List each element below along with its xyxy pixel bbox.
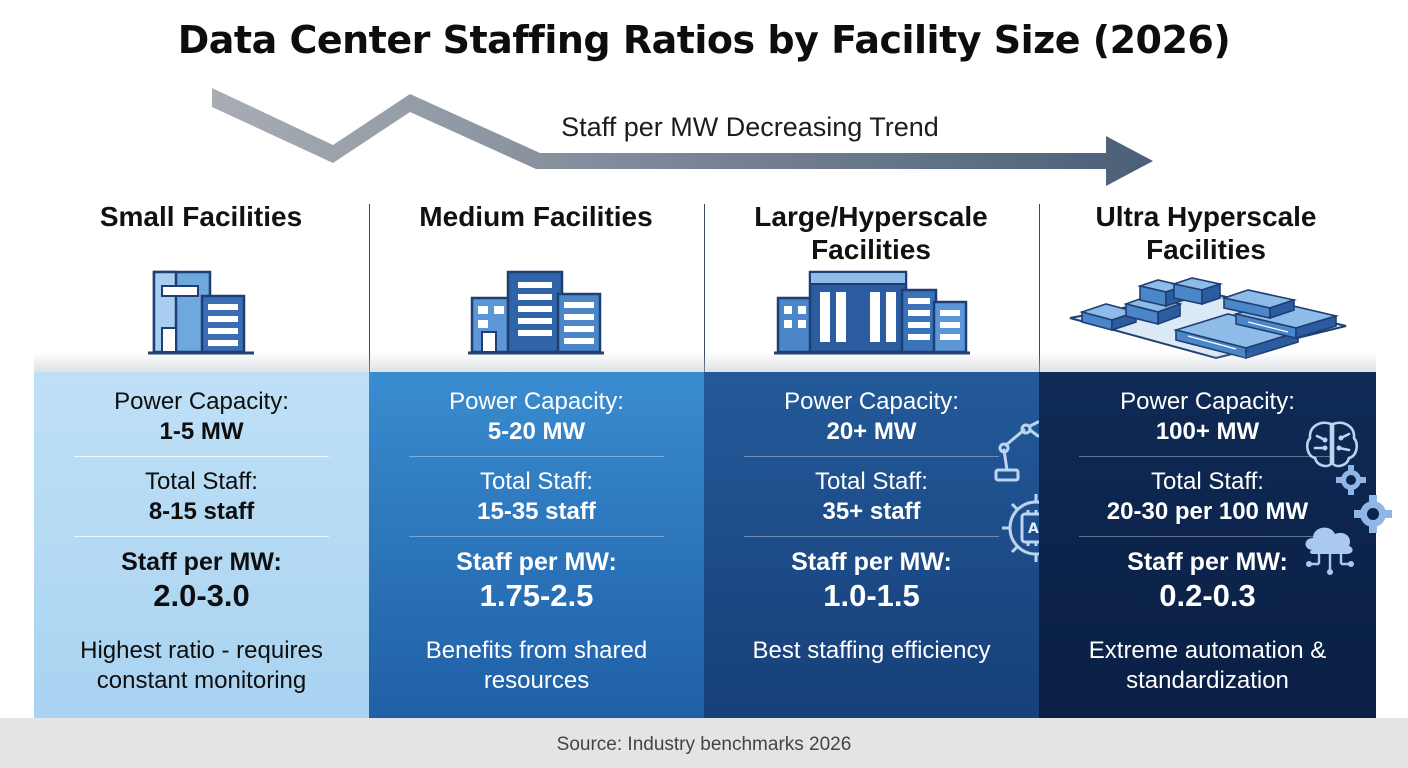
- staff-per-mw-value: 1.0-1.5: [823, 578, 920, 613]
- staff-per-mw-value: 1.75-2.5: [479, 578, 594, 613]
- medium-building-icon: [468, 270, 604, 355]
- power-capacity-label: Power Capacity:: [784, 388, 959, 415]
- page-title: Data Center Staffing Ratios by Facility …: [177, 18, 1231, 62]
- column-title-medium: Medium Facilities: [419, 201, 653, 232]
- column-divider: [369, 204, 370, 372]
- column-divider: [704, 204, 705, 372]
- gear-icon: [1354, 495, 1392, 533]
- description: Benefits from shared resources: [425, 637, 648, 694]
- staff-per-mw-label: Staff per MW:: [121, 548, 282, 576]
- column-title-small: Small Facilities: [99, 201, 303, 232]
- total-staff-value: 20-30 per 100 MW: [1106, 498, 1309, 525]
- staff-per-mw-value: 0.2-0.3: [1159, 578, 1256, 613]
- power-capacity-value: 20+ MW: [826, 418, 917, 445]
- total-staff-label: Total Staff:: [1151, 468, 1264, 495]
- panel-small: Power Capacity: 1-5 MW Total Staff: 8-15…: [34, 372, 369, 718]
- gear-icon: [1336, 465, 1366, 495]
- panel-large: Power Capacity: 20+ MW Total Staff: 35+ …: [704, 372, 1082, 718]
- column-title-ultra: Ultra Hyperscale Facilities: [1095, 201, 1317, 265]
- power-capacity-value: 5-20 MW: [487, 418, 586, 445]
- staff-per-mw-label: Staff per MW:: [791, 548, 952, 576]
- brain-circuit-icon: [1305, 421, 1359, 468]
- separator: [74, 536, 329, 537]
- column-divider: [1039, 204, 1040, 372]
- power-capacity-value: 1-5 MW: [159, 418, 244, 445]
- power-capacity-label: Power Capacity:: [114, 388, 289, 415]
- panel-medium: Power Capacity: 5-20 MW Total Staff: 15-…: [369, 372, 704, 718]
- separator: [1079, 456, 1334, 457]
- description: Best staffing efficiency: [752, 637, 991, 664]
- panel-shadow: [34, 352, 1376, 374]
- source-footer: Source: Industry benchmarks 2026: [0, 718, 1408, 768]
- separator: [1079, 536, 1334, 537]
- staff-per-mw-label: Staff per MW:: [1127, 548, 1288, 576]
- total-staff-label: Total Staff:: [480, 468, 593, 495]
- description: Extreme automation & standardization: [1088, 637, 1327, 694]
- trend-arrow-icon: [212, 88, 1153, 186]
- staff-per-mw-label: Staff per MW:: [456, 548, 617, 576]
- total-staff-value: 8-15 staff: [148, 498, 255, 525]
- total-staff-label: Total Staff:: [145, 468, 258, 495]
- small-building-icon: [148, 270, 254, 355]
- panel-ultra: Power Capacity: 100+ MW Total Staff: 20-…: [1039, 372, 1392, 718]
- power-capacity-label: Power Capacity:: [1120, 388, 1295, 415]
- separator: [74, 456, 329, 457]
- total-staff-label: Total Staff:: [815, 468, 928, 495]
- power-capacity-value: 100+ MW: [1155, 418, 1260, 445]
- power-capacity-label: Power Capacity:: [449, 388, 624, 415]
- column-title-large: Large/Hyperscale Facilities: [754, 201, 988, 265]
- total-staff-value: 35+ staff: [822, 498, 921, 525]
- staff-per-mw-value: 2.0-3.0: [153, 578, 250, 613]
- separator: [409, 456, 664, 457]
- separator: [744, 536, 999, 537]
- robot-arm-icon: [994, 420, 1040, 482]
- separator: [744, 456, 999, 457]
- description: Highest ratio - requires constant monito…: [80, 637, 323, 694]
- cloud-network-icon: [1305, 527, 1354, 575]
- large-campus-icon: [774, 270, 970, 355]
- ultra-campus-icon: [1069, 277, 1347, 360]
- separator: [409, 536, 664, 537]
- trend-label: Staff per MW Decreasing Trend: [561, 112, 939, 142]
- total-staff-value: 15-35 staff: [477, 498, 596, 525]
